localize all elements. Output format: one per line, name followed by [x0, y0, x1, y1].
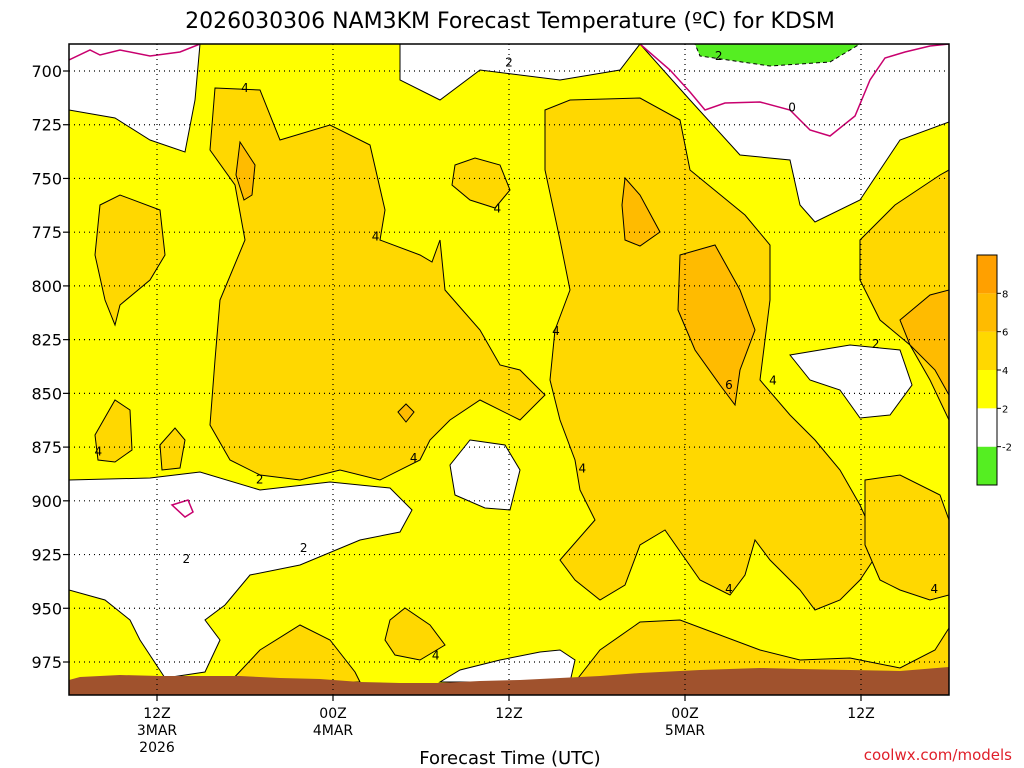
cold-region-upper-right — [639, 44, 949, 223]
warm-region-4-6-pocket-3 — [384, 607, 446, 661]
contour-label: 6 — [725, 378, 733, 392]
contour-label: 2 — [715, 49, 723, 63]
contour-label: 2 — [505, 55, 513, 69]
colorbar-swatch — [977, 408, 997, 447]
chart-title: 2026030306 NAM3KM Forecast Temperature (… — [185, 9, 835, 34]
y-axis: 700 725 750 775 800 825 850 875 900 925 950 975 — [31, 62, 69, 672]
warm-region-4-6-upper-left — [94, 194, 166, 327]
contour-labels: 4 2 2 0 4 4 4 6 4 2 4 2 4 4 2 2 4 4 4 — [95, 49, 939, 663]
contour-label: 4 — [95, 444, 103, 458]
x-tick-label: 12Z — [143, 706, 170, 722]
y-tick-label: 725 — [31, 116, 62, 135]
subfreezing-region — [694, 44, 861, 67]
contour-label: 4 — [931, 582, 939, 596]
warm-region-4-6-pocket-2 — [159, 427, 186, 471]
colorbar-swatch — [977, 446, 997, 485]
warm-region-6-8-center — [677, 244, 756, 407]
x-tick-label: 2026 — [139, 740, 175, 756]
contour-label: 2 — [300, 541, 308, 555]
colorbar-swatch — [977, 255, 997, 294]
contour-label: 2 — [183, 552, 191, 566]
y-tick-label: 875 — [31, 438, 62, 457]
warm-region-4-6-left — [209, 87, 546, 481]
contour-label: 4 — [552, 324, 560, 338]
colorbar: -2 2 4 6 8 — [976, 254, 1012, 486]
contour-label: 4 — [579, 462, 587, 476]
y-tick-label: 900 — [31, 492, 62, 511]
warm-region-4-6-lower-right — [864, 474, 949, 601]
colorbar-swatch — [977, 293, 997, 332]
colorbar-label: 2 — [1002, 404, 1008, 415]
y-tick-label: 850 — [31, 384, 62, 403]
cold-region-lower-left — [69, 471, 413, 679]
y-tick-label: 825 — [31, 331, 62, 350]
credit-link[interactable]: coolwx.com/models — [864, 746, 1012, 764]
colorbar-swatch — [977, 370, 997, 409]
freezing-line-upper-right — [639, 44, 949, 137]
cold-region-middle — [449, 439, 521, 511]
colorbar-label: 6 — [1002, 328, 1008, 339]
contour-label: 4 — [372, 229, 380, 243]
x-tick-label: 12Z — [495, 706, 522, 722]
warm-region-4-6-small — [451, 157, 511, 209]
contour-label: 4 — [432, 649, 440, 663]
freezing-line-pocket — [170, 499, 194, 518]
x-tick-label: 4MAR — [313, 723, 354, 739]
x-tick-label: 3MAR — [137, 723, 178, 739]
warm-region-4-6-surface-right — [573, 619, 949, 683]
colorbar-swatch — [977, 331, 997, 370]
terrain-ground — [69, 667, 949, 695]
contour-label: 4 — [493, 202, 501, 216]
x-tick-label: 12Z — [847, 706, 874, 722]
contour-label: 4 — [241, 81, 249, 95]
freezing-line-upper-left — [69, 44, 201, 61]
contour-label: 2 — [872, 337, 880, 351]
contour-label: 4 — [769, 373, 777, 387]
x-tick-label: 00Z — [671, 706, 698, 722]
warm-region-6-8-right — [899, 289, 949, 397]
x-axis-title: Forecast Time (UTC) — [419, 748, 600, 768]
y-tick-label: 775 — [31, 223, 62, 242]
plot-area: 4 2 2 0 4 4 4 6 4 2 4 2 4 4 2 2 4 4 4 — [69, 44, 949, 695]
y-tick-label: 800 — [31, 277, 62, 296]
x-tick-label: 5MAR — [665, 723, 706, 739]
x-tick-label: 00Z — [319, 706, 346, 722]
y-tick-label: 975 — [31, 653, 62, 672]
cold-region-upper-middle — [399, 44, 641, 101]
y-tick-label: 950 — [31, 599, 62, 618]
contour-label: 4 — [725, 582, 733, 596]
warm-region-6-8-left — [235, 140, 256, 201]
colorbar-label: 4 — [1002, 366, 1008, 377]
warm-region-6-8-upper — [621, 176, 661, 247]
colorbar-label: 8 — [1002, 289, 1008, 300]
contour-label: 2 — [256, 472, 264, 486]
warm-region-6-8-tiny — [397, 403, 415, 423]
cold-region-right — [789, 344, 913, 419]
contour-label: 4 — [410, 451, 418, 465]
y-tick-label: 700 — [31, 62, 62, 81]
grid-lines — [69, 44, 949, 695]
colorbar-label: -2 — [1002, 443, 1012, 454]
y-tick-label: 750 — [31, 169, 62, 188]
y-tick-label: 925 — [31, 546, 62, 565]
contour-label: 0 — [788, 101, 796, 115]
cold-region-upper-left — [69, 44, 201, 153]
